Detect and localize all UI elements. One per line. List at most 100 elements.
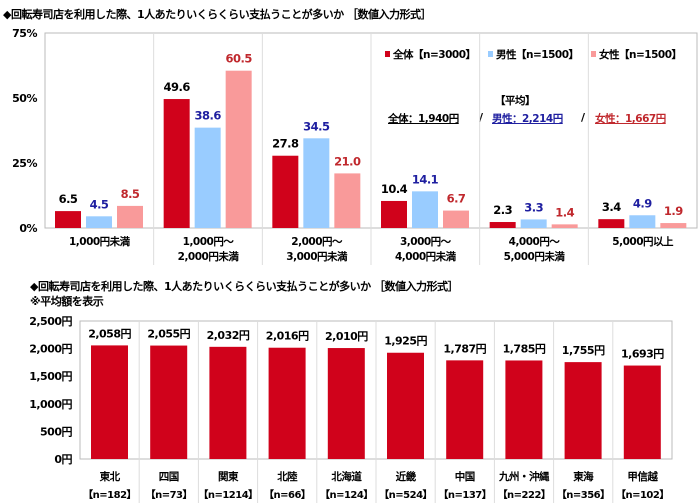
average-heading: 【平均】	[495, 95, 536, 107]
chart1-category-label: 3,000円未満	[286, 250, 348, 263]
chart1-bar	[412, 191, 438, 228]
chart1-data-label: 1.4	[555, 205, 574, 219]
legend-label: 全体【n=3000】	[392, 48, 476, 61]
chart2-data-label: 1,787円	[443, 342, 486, 355]
chart1-bar	[520, 219, 547, 228]
legend-swatch	[488, 51, 493, 57]
chart2-n-label: 【n=1214】	[198, 488, 257, 501]
chart1-data-label: 21.0	[334, 154, 361, 168]
chart1-bar	[489, 222, 516, 228]
chart1-bar	[381, 200, 407, 228]
chart1-data-label: 10.4	[381, 182, 408, 196]
chart1-data-label: 4.9	[633, 196, 652, 210]
chart1-data-label: 27.8	[272, 137, 299, 151]
chart1-bar	[629, 215, 656, 228]
chart2-ytick-label: 0円	[54, 453, 72, 466]
chart1-bar	[194, 127, 221, 228]
chart1-category-label: 5,000円未満	[504, 250, 566, 263]
chart1-bar	[334, 173, 361, 228]
chart2-n-label: 【n=124】	[320, 488, 373, 501]
chart2-ytick-label: 1,000円	[29, 398, 72, 411]
chart2-n-label: 【n=222】	[498, 488, 551, 501]
chart1-data-label: 38.6	[194, 109, 221, 123]
legend-label: 男性【n=1500】	[496, 48, 579, 61]
chart2-ytick-label: 2,000円	[29, 343, 72, 356]
chart2-ytick-label: 2,500円	[29, 315, 72, 328]
chart1-bar	[86, 216, 112, 228]
chart1-data-label: 8.5	[121, 187, 140, 201]
chart1-data-label: 49.6	[163, 80, 190, 94]
chart1-category-label: 4,000円未満	[395, 250, 457, 263]
chart2-n-label: 【n=73】	[146, 488, 192, 501]
average-female: 女性：1,667円	[595, 113, 666, 125]
chart1-title: ◆回転寿司店を利用した際、1人あたりいくらくらい支払うことが多いか ［数値入力形…	[3, 8, 431, 21]
chart2-ytick-label: 1,500円	[29, 370, 72, 383]
chart1-data-label: 4.5	[90, 197, 109, 211]
chart2-data-label: 2,058円	[88, 327, 131, 340]
chart2-category-label: 近畿	[396, 470, 417, 483]
chart1-data-label: 3.3	[524, 200, 543, 214]
chart2-data-label: 1,755円	[562, 344, 605, 357]
average-separator-2: /	[581, 111, 585, 124]
chart2-category-label: 九州・沖縄	[498, 470, 550, 483]
chart1-bar	[598, 219, 625, 228]
average-total: 全体：1,940円	[388, 113, 459, 125]
chart2-category-label: 東海	[573, 470, 594, 483]
chart1-data-label: 6.5	[59, 192, 78, 206]
chart1-bar	[660, 223, 687, 228]
chart2-ytick-label: 500円	[40, 425, 72, 438]
chart1-category-label: 4,000円～	[509, 236, 561, 248]
chart2-category-label: 北陸	[277, 470, 298, 483]
chart1-ytick-label: 0%	[19, 222, 37, 235]
chart1-bar	[303, 138, 330, 228]
legend-label: 女性【n=1500】	[599, 48, 682, 61]
chart1-category-label: 1,000円～	[183, 236, 235, 248]
chart2-bar	[91, 345, 128, 459]
chart1-category-label: 2,000円未満	[178, 250, 240, 263]
chart2-category-label: 甲信越	[627, 470, 658, 483]
chart2-data-label: 1,693円	[621, 348, 664, 361]
chart2-bar	[209, 346, 247, 459]
chart2-category-label: 東北	[100, 470, 121, 483]
chart2-bar	[387, 352, 424, 459]
chart2-subtitle: ※平均額を表示	[30, 295, 104, 308]
chart2-title: ◆回転寿司店を利用した際、1人あたりいくらくらい支払うことが多いか ［数値入力形…	[30, 280, 458, 293]
chart1-data-label: 34.5	[303, 119, 330, 133]
average-separator-1: /	[479, 111, 483, 124]
chart2-n-label: 【n=137】	[438, 488, 491, 501]
chart1-bar	[272, 155, 299, 228]
chart1-bar	[117, 205, 143, 228]
chart1-bar	[551, 224, 578, 228]
chart1-category-label: 1,000円未満	[69, 235, 131, 248]
chart2-bar	[150, 345, 188, 459]
chart1-category-label: 2,000円～	[291, 236, 343, 248]
chart2-bar	[564, 362, 602, 459]
chart2-data-label: 2,016円	[266, 330, 309, 343]
chart2-n-label: 【n=524】	[379, 488, 432, 501]
chart1-category-label: 3,000円～	[400, 236, 452, 248]
chart2-data-label: 1,925円	[384, 335, 427, 348]
chart2-n-label: 【n=102】	[616, 488, 669, 501]
chart2-data-label: 2,032円	[207, 329, 250, 342]
chart2-category-label: 四国	[159, 471, 179, 483]
chart2-bar	[446, 360, 484, 459]
chart1-bar	[55, 211, 81, 228]
chart1-ytick-label: 75%	[12, 27, 37, 40]
chart2-category-label: 北海道	[331, 470, 362, 483]
chart2-bar	[505, 360, 543, 459]
chart2-data-label: 1,785円	[503, 342, 546, 355]
legend-swatch	[591, 51, 596, 57]
chart1-data-label: 60.5	[225, 52, 252, 66]
chart2-n-label: 【n=356】	[557, 488, 610, 501]
chart1-data-label: 6.7	[447, 192, 466, 206]
chart2-n-label: 【n=182】	[83, 488, 136, 501]
chart1-ytick-label: 25%	[12, 157, 37, 170]
chart2-bar	[623, 365, 661, 459]
chart1-data-label: 14.1	[412, 172, 439, 186]
chart1-data-label: 1.9	[664, 204, 683, 218]
chart1-data-label: 3.4	[602, 200, 621, 214]
chart1-data-label: 2.3	[493, 203, 512, 217]
chart2-data-label: 2,010円	[325, 330, 368, 343]
average-male: 男性：2,214円	[492, 113, 563, 125]
